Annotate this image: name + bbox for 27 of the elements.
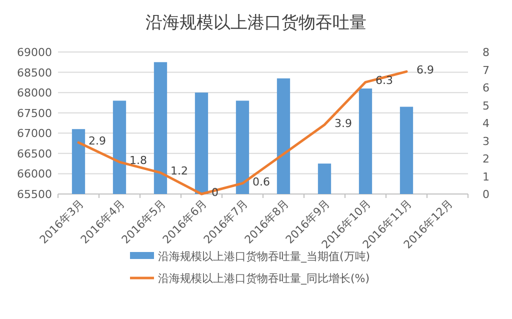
data-label: 3.9 bbox=[334, 116, 352, 130]
y-tick-label: 66500 bbox=[17, 147, 52, 160]
y2-tick-label: 6 bbox=[482, 82, 490, 94]
line-series bbox=[77, 70, 408, 196]
chart-title: 沿海规模以上港口货物吞吐量 bbox=[146, 13, 366, 33]
y2-tick-label: 8 bbox=[482, 46, 490, 59]
legend-label: 沿海规模以上港口货物吞吐量_当期值(万吨) bbox=[158, 250, 370, 263]
y2-tick-label: 1 bbox=[482, 170, 490, 184]
data-label: 1.8 bbox=[130, 154, 147, 168]
y-tick-label: 67500 bbox=[17, 106, 52, 120]
y-tick-label: 65500 bbox=[17, 188, 52, 201]
y-tick-label: 67000 bbox=[17, 127, 52, 140]
y-tick-label: 66000 bbox=[17, 168, 52, 181]
y2-tick-label: 3 bbox=[482, 134, 490, 148]
legend-label: 沿海规模以上港口货物吞吐量_同比增长(%) bbox=[158, 272, 370, 285]
y2-tick-label: 5 bbox=[482, 99, 490, 112]
data-label: 2.9 bbox=[88, 134, 106, 148]
data-label: 0.6 bbox=[252, 175, 270, 188]
y-tick-label: 69000 bbox=[17, 46, 52, 59]
y2-tick-label: 4 bbox=[482, 117, 490, 130]
y2-tick-label: 7 bbox=[482, 64, 490, 77]
data-label: 1.2 bbox=[170, 164, 188, 178]
y-tick-label: 68500 bbox=[17, 66, 52, 80]
y2-tick-label: 2 bbox=[482, 152, 490, 166]
y2-tick-label: 0 bbox=[482, 188, 490, 201]
data-label: 6.9 bbox=[416, 64, 434, 77]
y-tick-label: 68000 bbox=[17, 86, 52, 100]
